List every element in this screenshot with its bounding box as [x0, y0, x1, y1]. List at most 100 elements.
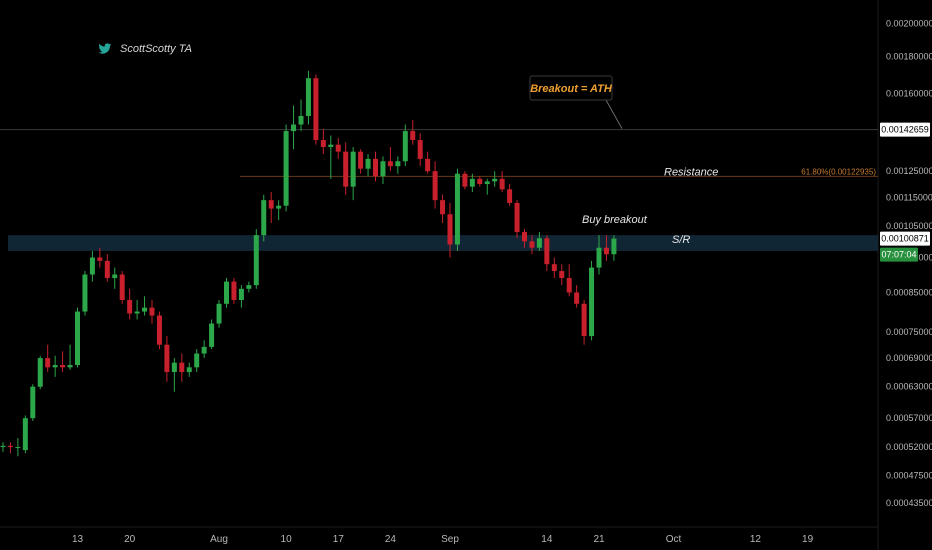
x-tick-label: 21: [593, 534, 605, 545]
x-tick-label: 13: [72, 534, 84, 545]
callout-box: [529, 75, 613, 101]
current-price-badge: [880, 231, 930, 246]
candle-body: [574, 292, 580, 304]
y-tick-label: 0.00069000: [886, 353, 932, 363]
candle-body: [581, 303, 587, 337]
chart-grid: [0, 0, 879, 550]
candle-body: [97, 257, 103, 261]
candle-body: [447, 214, 453, 245]
candle-body: [104, 260, 110, 279]
x-tick-label: 24: [385, 534, 397, 545]
candle-body: [201, 346, 207, 354]
candle-body: [253, 235, 259, 286]
twitter-bird-icon: [98, 43, 112, 54]
x-tick-label: 19: [802, 534, 814, 545]
candle-body: [462, 173, 468, 187]
candle-body: [350, 151, 356, 187]
candle-body: [395, 161, 401, 167]
candle-body: [75, 311, 80, 365]
ath-price-badge: [880, 122, 930, 137]
current-price-badge-label: 0.00100871: [881, 234, 929, 244]
y-tick-label: 0.00105000: [886, 221, 932, 231]
candle-body: [142, 307, 148, 312]
candle-body: [224, 281, 229, 304]
candle-body: [52, 364, 58, 368]
price-axis[interactable]: 0.00200000 0.00180000 0.00160000 0.00125000…: [886, 18, 932, 508]
candle-body: [477, 178, 483, 185]
y-tick-label: 0.00063000: [886, 382, 932, 392]
candle-body: [67, 364, 73, 368]
candle-body: [387, 161, 393, 167]
candle-body: [305, 78, 311, 116]
candle-body: [209, 323, 215, 347]
candles-group: [0, 70, 617, 457]
y-tick-label: 0.00052000: [886, 442, 932, 452]
candle-body: [216, 303, 222, 324]
y-tick-label: 0.00043500: [886, 498, 932, 508]
sr-zone-band: [8, 235, 878, 251]
candle-body: [544, 238, 550, 265]
candle-body: [298, 115, 304, 125]
x-tick-label: 17: [333, 534, 345, 545]
y-tick-label: 0.00180000: [886, 51, 932, 61]
x-tick-label: 20: [124, 534, 136, 545]
y-tick-label: 0.00115000: [886, 192, 932, 202]
candle-body: [112, 274, 118, 279]
candle-body: [589, 267, 595, 337]
y-tick-label: 0.00125000: [886, 166, 932, 176]
breakout-label: Breakout = ATH: [530, 83, 613, 95]
candle-body: [134, 311, 140, 314]
candle-body: [246, 285, 252, 289]
candle-body: [283, 131, 289, 206]
candle-body: [469, 178, 475, 187]
candle-body: [365, 158, 371, 169]
candle-body: [454, 173, 460, 245]
candle-body: [551, 264, 557, 272]
buy-breakout-label: Buy breakout: [582, 214, 648, 226]
breakout-callout: Breakout = ATH: [529, 75, 623, 129]
candle-body: [22, 418, 28, 451]
candle-body: [15, 447, 21, 449]
sr-label: S/R: [672, 234, 690, 246]
candle-body: [596, 247, 602, 268]
candle-body: [402, 131, 408, 162]
candle-body: [492, 178, 498, 182]
price-badges: 0.00142659 0.00100871 07:07:04: [880, 122, 930, 262]
candle-body: [119, 274, 125, 300]
candle-body: [536, 238, 542, 248]
candle-body: [603, 247, 609, 255]
candle-body: [373, 158, 378, 177]
candle-body: [179, 362, 185, 373]
resistance-label: Resistance: [664, 166, 718, 178]
candle-body: [261, 200, 267, 236]
candle-body: [529, 241, 535, 248]
candle-body: [507, 189, 513, 203]
candle-body: [149, 307, 155, 316]
y-tick-label: 0.00200000: [886, 18, 932, 28]
candle-body: [328, 144, 334, 147]
candle-body: [440, 200, 446, 215]
watermark-label: ScottScotty TA: [120, 43, 192, 55]
time-axis[interactable]: 13 20 Aug 10 17 24 Sep 14 21 Oct 12 19: [72, 534, 814, 545]
candle-body: [194, 353, 200, 368]
candle-body: [335, 144, 341, 152]
x-tick-label: Aug: [210, 534, 228, 545]
candle-body: [276, 205, 282, 209]
candle-body: [417, 140, 423, 159]
candle-body: [320, 140, 326, 147]
x-tick-label: Oct: [666, 534, 682, 545]
candle-body: [82, 274, 88, 312]
candle-body: [156, 315, 162, 345]
ath-price-badge-label: 0.00142659: [881, 125, 929, 135]
candle-body: [432, 171, 438, 201]
y-tick-label: 0.00057000: [886, 413, 932, 423]
candle-body: [343, 151, 349, 187]
candle-body: [358, 151, 364, 169]
candle-body: [238, 288, 244, 300]
x-tick-label: 10: [281, 534, 293, 545]
fib-level-label: 61.80%(0.00122935): [801, 167, 876, 176]
candle-body: [127, 299, 133, 314]
candle-body: [566, 278, 572, 293]
candle-body: [380, 161, 386, 177]
